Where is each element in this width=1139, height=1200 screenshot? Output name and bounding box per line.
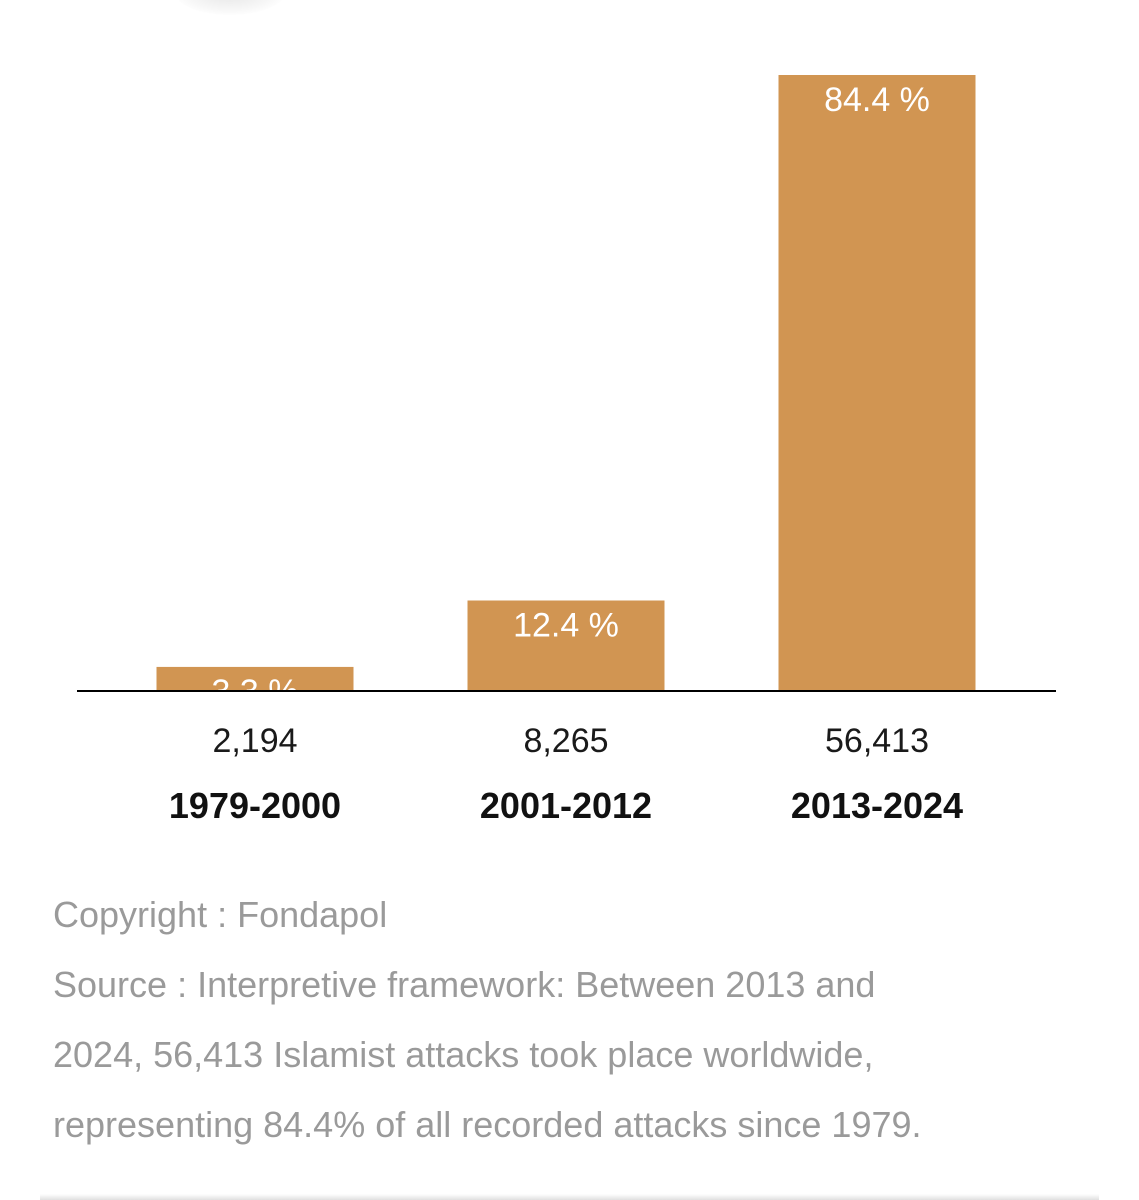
category-tick-label: 2013-2024 xyxy=(791,785,963,826)
bottom-edge-shadow xyxy=(40,1194,1099,1200)
category-tick-label: 1979-2000 xyxy=(169,785,341,826)
source-line-3: representing 84.4% of all recorded attac… xyxy=(53,1104,922,1145)
source-line-2: 2024, 56,413 Islamist attacks took place… xyxy=(53,1034,874,1075)
bar-1979-2000 xyxy=(156,666,354,691)
bar-count-label: 56,413 xyxy=(825,722,929,760)
bar-count-label: 8,265 xyxy=(523,722,608,760)
bar-2001-2012 xyxy=(467,600,665,691)
top-shadow-decoration xyxy=(175,0,285,15)
copyright-line: Copyright : Fondapol xyxy=(53,894,388,935)
source-line-1: Source : Interpretive framework: Between… xyxy=(53,964,876,1005)
category-tick-label: 2001-2012 xyxy=(480,785,652,826)
bar-2013-2024 xyxy=(778,75,976,691)
bar-count-label: 2,194 xyxy=(212,722,297,760)
bar-value-label: 84.4 % xyxy=(824,81,930,119)
bar-value-label: 12.4 % xyxy=(513,606,619,644)
chart-caption: Copyright : Fondapol Source : Interpreti… xyxy=(53,880,1093,1160)
